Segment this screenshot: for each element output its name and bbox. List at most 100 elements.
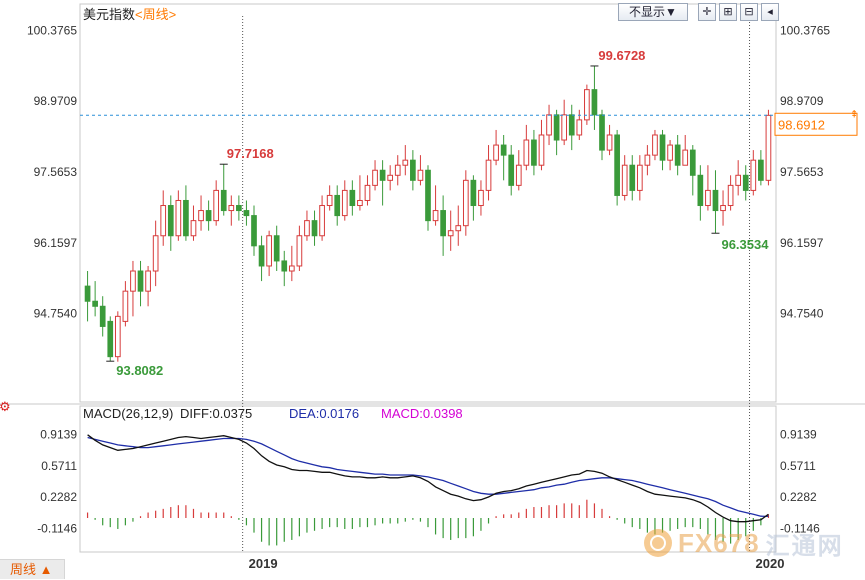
candle-body [160, 205, 167, 237]
candle-body [417, 169, 424, 181]
candle-body [183, 199, 189, 237]
current-price-arrow-icon: ⇞ [850, 109, 858, 120]
candle-body [288, 265, 295, 272]
y-tick-label-left: 96.1597 [34, 236, 78, 250]
candle-body [515, 164, 522, 186]
y-tick-label-right: 98.9709 [780, 94, 824, 108]
chart-toolbar: 不显示▼ ✛ ⊞ ⊟ ◂ [618, 3, 779, 21]
macd-y-tick-right: 0.5711 [780, 459, 816, 473]
candle-body [720, 205, 726, 212]
candle-panel-frame [79, 3, 777, 403]
macd-diff-line [87, 434, 769, 523]
candle-body [228, 205, 235, 212]
candle-body [175, 199, 182, 237]
candle-body [190, 220, 197, 237]
candle-body [387, 174, 394, 181]
zoom-out-icon[interactable]: ⊟ [740, 3, 758, 21]
candle-body [674, 144, 681, 166]
candle-body [341, 189, 348, 217]
candle-body [538, 134, 545, 166]
candle-body [735, 174, 742, 186]
y-tick-label-right: 97.5653 [780, 165, 824, 179]
macd-diff-readout: DIFF:0.0375 [180, 406, 252, 421]
scroll-left-icon[interactable]: ◂ [761, 3, 779, 21]
y-tick-label-left: 98.9709 [34, 94, 78, 108]
candle-body [334, 194, 341, 217]
candle-body [561, 114, 568, 141]
extreme-annotation: 96.3534 [721, 237, 769, 252]
candle-body [357, 199, 363, 207]
candle-body [478, 189, 484, 207]
extreme-annotation: 97.7168 [227, 146, 274, 161]
candle-body [758, 159, 764, 181]
candle-body [523, 139, 530, 166]
candle-body [500, 144, 507, 156]
x-tick-label: 2019 [249, 556, 278, 571]
candle-body [682, 149, 689, 166]
candle-body [591, 89, 598, 116]
current-price-box [774, 112, 858, 136]
candle-body [750, 159, 757, 191]
settings-gear-icon[interactable]: ⚙ [0, 400, 11, 415]
watermark: FX678 汇通网 [644, 527, 844, 560]
candle-body [606, 134, 613, 151]
candle-body [432, 210, 439, 222]
candle-body [470, 179, 477, 207]
period-link[interactable]: <周线> [135, 7, 177, 22]
candle-body [697, 174, 704, 207]
macd-dea-readout: DEA:0.0176 [289, 406, 359, 421]
candle-body [84, 285, 91, 302]
candle-body [372, 169, 378, 186]
period-selector-button[interactable]: 周线 ▲ [0, 559, 65, 579]
candle-body [440, 210, 446, 237]
candle-body [236, 205, 242, 212]
y-tick-label-left: 97.5653 [34, 165, 78, 179]
candle-body [629, 164, 636, 191]
crosshair-icon[interactable]: ✛ [698, 3, 716, 21]
current-price-label: 98.6912 [778, 117, 825, 132]
candle-body [705, 189, 711, 207]
candle-body [410, 159, 416, 181]
y-tick-label-right: 96.1597 [780, 236, 824, 250]
macd-y-tick-left: 0.2282 [40, 490, 77, 504]
candle-body [742, 174, 749, 191]
watermark-brand: FX678 [678, 527, 760, 558]
candle-body [599, 114, 605, 151]
candle-body [425, 169, 431, 222]
macd-y-tick-right: 0.9139 [780, 427, 817, 441]
candle-body [319, 205, 325, 237]
watermark-chinese: 汇通网 [765, 532, 844, 560]
indicator-display-select[interactable]: 不显示▼ [618, 3, 688, 21]
candle-body [311, 220, 318, 237]
extreme-annotation: 93.8082 [116, 363, 163, 378]
candle-body [243, 210, 250, 217]
candle-body [531, 139, 537, 166]
y-tick-label-left: 100.3765 [27, 23, 77, 37]
candle-body [296, 235, 303, 267]
candle-body [765, 114, 772, 181]
candle-body [137, 270, 144, 292]
instrument-name: 美元指数 [83, 7, 136, 22]
candle-body [568, 114, 575, 136]
candle-body [667, 144, 673, 161]
candle-body [394, 164, 401, 176]
candle-body [508, 154, 515, 186]
candle-body [485, 159, 492, 191]
extreme-annotation: 99.6728 [598, 48, 645, 63]
macd-value-readout: MACD:0.0398 [381, 406, 463, 421]
candle-body [107, 320, 114, 358]
candle-body [689, 149, 696, 176]
macd-y-tick-left: -0.1146 [37, 521, 77, 535]
y-tick-label-left: 94.7540 [34, 307, 78, 321]
candle-body [122, 290, 129, 322]
candle-body [644, 154, 651, 166]
macd-y-tick-right: 0.2282 [780, 490, 817, 504]
candle-body [213, 189, 220, 222]
candle-body [652, 134, 658, 156]
zoom-in-icon[interactable]: ⊞ [719, 3, 737, 21]
candle-body [447, 230, 454, 237]
candle-body [576, 119, 583, 136]
candle-body [205, 210, 212, 222]
candle-body [99, 305, 106, 327]
